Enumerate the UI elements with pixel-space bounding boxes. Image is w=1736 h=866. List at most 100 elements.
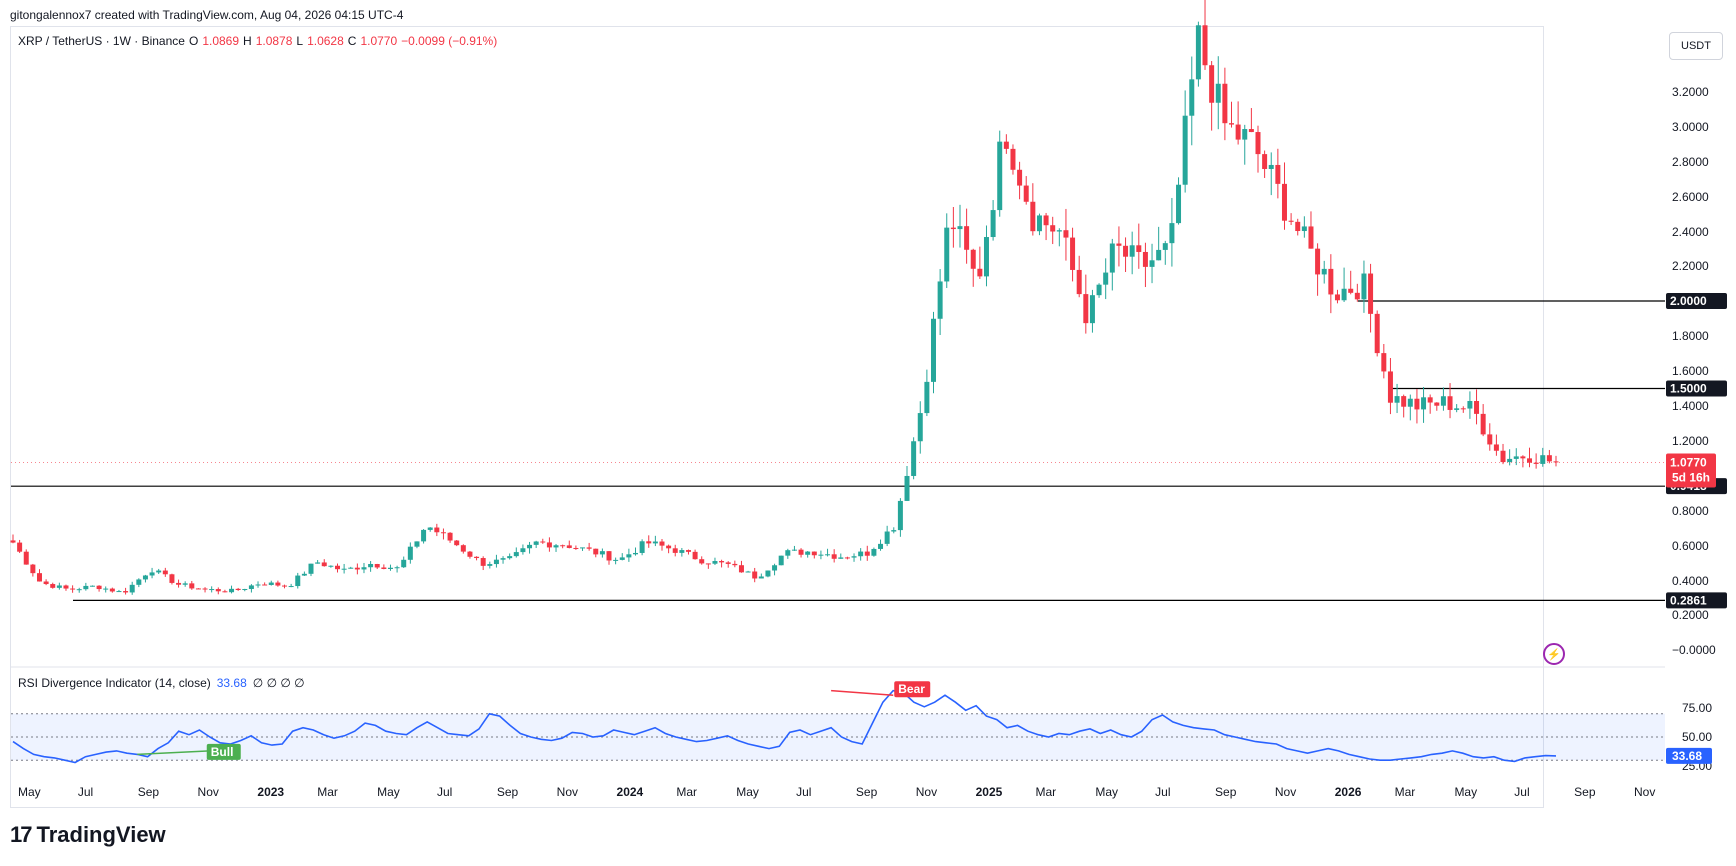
candle-body bbox=[672, 548, 678, 553]
candle-body bbox=[487, 564, 493, 566]
time-axis-tick: Sep bbox=[1574, 785, 1596, 799]
candle-body bbox=[209, 589, 215, 591]
candle-body bbox=[752, 571, 758, 579]
candle-body bbox=[149, 572, 155, 576]
candle-body bbox=[1050, 225, 1056, 232]
rsi-line bbox=[12, 689, 1557, 764]
low-label: L bbox=[296, 34, 304, 48]
candle-body bbox=[1023, 185, 1029, 202]
time-axis-tick: 2023 bbox=[257, 785, 284, 799]
candle-body bbox=[1401, 396, 1407, 407]
lightning-icon[interactable]: ⚡ bbox=[1543, 643, 1565, 665]
candle-body bbox=[772, 565, 778, 571]
change-value: −0.0099 (−0.91%) bbox=[401, 34, 498, 48]
candle-body bbox=[1169, 223, 1175, 244]
candle-body bbox=[997, 141, 1003, 211]
candle-body bbox=[242, 589, 248, 591]
candle-body bbox=[844, 557, 850, 559]
rsi-pane: Bull Bear bbox=[11, 666, 1665, 764]
candle-body bbox=[1162, 243, 1168, 250]
candle-body bbox=[983, 237, 989, 277]
candle-body bbox=[328, 565, 334, 567]
candle-body bbox=[454, 540, 460, 546]
candle-body bbox=[1242, 129, 1248, 140]
level-price-tag bbox=[1666, 293, 1727, 309]
candle-body bbox=[182, 583, 188, 585]
candle-body bbox=[1454, 408, 1460, 410]
candle-body bbox=[619, 557, 625, 560]
candle-body bbox=[732, 563, 738, 566]
candle-body bbox=[507, 556, 513, 559]
candle-body bbox=[1096, 284, 1102, 296]
candle-body bbox=[96, 585, 102, 590]
time-axis-tick: Jul bbox=[796, 785, 811, 799]
candle-body bbox=[546, 542, 552, 548]
price-axis-tick: 1.8000 bbox=[1672, 329, 1709, 343]
candle-body bbox=[56, 585, 62, 588]
candle-body bbox=[474, 556, 480, 559]
candle-body bbox=[1156, 249, 1162, 261]
candle-body bbox=[434, 527, 440, 533]
time-axis-tick: May bbox=[736, 785, 759, 799]
candle-body bbox=[1500, 450, 1506, 463]
candle-body bbox=[1056, 230, 1062, 232]
price-axis-tick: 3.2000 bbox=[1672, 85, 1709, 99]
candle-body bbox=[30, 564, 36, 574]
candle-body bbox=[1036, 215, 1042, 232]
candle-body bbox=[745, 571, 751, 573]
candle-body bbox=[1527, 458, 1533, 463]
low-value: 1.0628 bbox=[307, 34, 344, 48]
candle-body bbox=[1427, 397, 1433, 403]
price-axis-tick: 0.8000 bbox=[1672, 504, 1709, 518]
candle-body bbox=[1030, 201, 1036, 232]
candle-body bbox=[268, 582, 274, 585]
candle-body bbox=[1315, 248, 1321, 275]
bull-label: Bull bbox=[211, 745, 234, 759]
candle-body bbox=[957, 226, 963, 230]
time-axis-tick: Nov bbox=[198, 785, 219, 799]
candle-body bbox=[566, 545, 572, 548]
candle-body bbox=[10, 540, 16, 543]
price-pane bbox=[10, 0, 1665, 601]
candle-body bbox=[354, 567, 360, 570]
candle-body bbox=[1533, 462, 1539, 464]
price-axis-tick: 1.2000 bbox=[1672, 434, 1709, 448]
price-axis-tick: 3.0000 bbox=[1672, 120, 1709, 134]
candle-body bbox=[1195, 25, 1201, 80]
candle-body bbox=[811, 551, 817, 556]
candle-body bbox=[288, 586, 294, 588]
countdown-label: 5d 16h bbox=[1672, 471, 1710, 485]
candle-body bbox=[1334, 294, 1340, 301]
candle-body bbox=[970, 249, 976, 269]
candle-body bbox=[162, 570, 168, 575]
candle-body bbox=[282, 585, 288, 587]
candle-body bbox=[1109, 243, 1115, 273]
candle-body bbox=[76, 589, 82, 591]
candle-body bbox=[1142, 251, 1148, 267]
currency-button[interactable]: USDT bbox=[1669, 32, 1723, 60]
candle-body bbox=[798, 549, 804, 555]
candle-body bbox=[222, 591, 228, 593]
candle-body bbox=[1341, 288, 1347, 301]
candle-body bbox=[513, 552, 519, 557]
candle-body bbox=[765, 570, 771, 577]
level-price-label: 0.2861 bbox=[1670, 593, 1707, 607]
candle-body bbox=[1328, 268, 1334, 295]
candle-body bbox=[1262, 154, 1268, 169]
candle-body bbox=[341, 568, 347, 570]
candle-body bbox=[129, 584, 135, 593]
price-axis-tick: 2.2000 bbox=[1672, 259, 1709, 273]
candle-body bbox=[1493, 444, 1499, 451]
candle-body bbox=[156, 570, 162, 573]
candle-body bbox=[447, 532, 453, 541]
candle-body bbox=[1281, 183, 1287, 221]
candle-body bbox=[493, 559, 499, 565]
candle-body bbox=[255, 584, 261, 586]
time-axis-tick: 2024 bbox=[617, 785, 644, 799]
candle-body bbox=[1447, 396, 1453, 410]
candle-body bbox=[235, 588, 241, 590]
axis-layer: 3.2000 3.0000 2.8000 2.6000 2.4000 2.2000 2.00… bbox=[18, 85, 1727, 799]
bull-tag bbox=[206, 743, 241, 760]
candle-body bbox=[924, 381, 930, 414]
